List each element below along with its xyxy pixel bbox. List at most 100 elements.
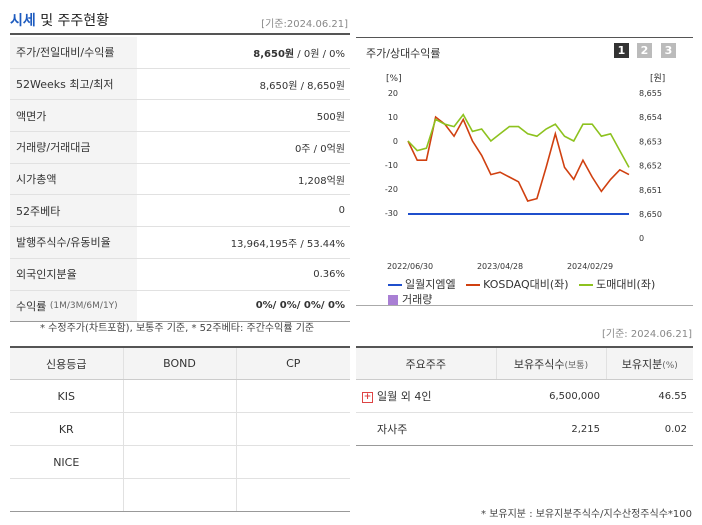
left-unit-label: [%] (386, 74, 402, 84)
info-label: 거래량/거래대금 (10, 132, 137, 163)
info-label: 주가/전일대비/수익률 (10, 37, 137, 68)
y-tick-label-right: 8,655 (639, 89, 662, 98)
info-label: 액면가 (10, 100, 137, 132)
legend-label: 거래량 (402, 293, 433, 306)
cp-cell (236, 412, 350, 446)
chart-page-3-button[interactable]: 3 (661, 43, 676, 58)
cp-cell (236, 478, 350, 512)
info-value: 0 (338, 205, 345, 217)
stake-cell: 46.55 (606, 379, 693, 413)
y-tick-label-right: 8,652 (639, 162, 662, 171)
x-tick-label: 2024/02/29 (567, 262, 613, 271)
info-label: 외국인지분율 (10, 258, 137, 290)
series-line-s3 (407, 113, 630, 168)
footnote-left: * 수정주가(차트포함), 보통주 기준, * 52주베타: 주간수익률 기준 (40, 323, 315, 334)
info-value: 13,964,195주 / 53.44% (230, 238, 345, 250)
bond-cell (123, 445, 237, 479)
info-row-52weeks: 52Weeks 최고/최저 8,650원 / 8,650원 (10, 68, 350, 101)
legend-swatch (579, 284, 594, 286)
table-row: 자사주 2,215 0.02 (356, 412, 693, 446)
column-header: CP (236, 346, 350, 380)
base-date: [기준:2024.06.21] (261, 19, 348, 30)
legend-label: 도매대비(좌) (596, 278, 656, 291)
title-sub: 및 주주현황 (35, 13, 110, 29)
divider (356, 305, 693, 306)
table-row: KR (10, 412, 350, 446)
page-title: 시세 및 주주현황 (10, 10, 109, 30)
agency-cell: KR (10, 412, 124, 446)
relative-return-chart: [%] [원] 20 10 0 -10 -20 -30 8,655 8,654 8,653 8,652… (385, 73, 665, 271)
chart-page-1-button[interactable]: 1 (614, 43, 629, 58)
agency-cell (10, 478, 124, 512)
legend-swatch (388, 295, 398, 305)
shares-cell: 6,500,000 (496, 379, 606, 413)
info-value: 0주 / 0억원 (294, 143, 345, 155)
y-tick-label-left: -10 (385, 161, 398, 170)
table-row: NICE (10, 445, 350, 479)
column-header: BOND (123, 346, 237, 380)
info-row-foreign: 외국인지분율 0.36% (10, 258, 350, 291)
table-header-row: 주요주주 보유주식수(보통) 보유지분(%) (356, 346, 693, 380)
legend-item-s4[interactable]: 거래량 (388, 293, 432, 306)
legend-item-s3[interactable]: 도매대비(좌) (579, 278, 655, 291)
bond-cell (123, 412, 237, 446)
info-label: 발행주식수/유동비율 (10, 227, 137, 258)
divider (10, 33, 350, 35)
info-label: 52주베타 (10, 195, 137, 227)
info-row-return: 수익률 (1M/3M/6M/1Y) 0%/ 0%/ 0%/ 0% (10, 290, 350, 323)
expand-plus-icon[interactable]: + (362, 391, 373, 403)
table-row: KIS (10, 379, 350, 413)
legend-item-s1[interactable]: 일월지엠엘 (388, 278, 456, 291)
column-header: 보유지분(%) (606, 346, 693, 380)
info-value: 0.36% (313, 268, 345, 280)
legend-swatch (466, 284, 481, 286)
divider (356, 37, 693, 38)
y-tick-label-left: 20 (388, 89, 398, 98)
holder-name-cell: + 일월 외 4인 (356, 379, 496, 413)
info-row-market-cap: 시가총액 1,208억원 (10, 163, 350, 196)
y-tick-label-left: 0 (393, 137, 398, 146)
y-tick-label-right: 0 (639, 234, 644, 243)
x-tick-label: 2022/06/30 (387, 262, 433, 271)
y-tick-label-right: 8,651 (639, 186, 662, 195)
legend-label: 일월지엠엘 (405, 278, 456, 291)
info-label: 수익률 (1M/3M/6M/1Y) (10, 290, 137, 322)
title-main: 시세 (10, 13, 36, 29)
chart-legend: 일월지엠엘 KOSDAQ대비(좌) 도매대비(좌) 거래량 (388, 277, 688, 307)
y-tick-label-left: -30 (385, 209, 398, 218)
base-date-right: [기준: 2024.06.21] (601, 329, 692, 340)
bond-cell (123, 478, 237, 512)
credit-rating-table: 신용등급 BOND CP KIS KR NICE (10, 346, 350, 512)
legend-label: KOSDAQ대비(좌) (483, 278, 569, 291)
price-info-table: 주가/전일대비/수익률 8,650원 / 0원 / 0% 52Weeks 최고/… (10, 37, 350, 323)
shareholders-table: 주요주주 보유주식수(보통) 보유지분(%) + 일월 외 4인 6,500,00… (356, 346, 693, 446)
legend-item-s2[interactable]: KOSDAQ대비(좌) (466, 278, 569, 291)
info-row-volume: 거래량/거래대금 0주 / 0억원 (10, 132, 350, 164)
info-label: 52Weeks 최고/최저 (10, 68, 137, 100)
y-tick-label-left: 10 (388, 113, 398, 122)
agency-cell: NICE (10, 445, 124, 479)
y-tick-label-right: 8,653 (639, 137, 662, 146)
info-value: 1,208억원 (297, 175, 345, 187)
info-value: 0%/ 0%/ 0%/ 0% (255, 300, 345, 312)
y-tick-label-left: -20 (385, 185, 398, 194)
column-header: 보유주식수(보통) (496, 346, 607, 380)
shares-cell: 2,215 (496, 412, 606, 446)
stake-cell: 0.02 (606, 412, 693, 446)
info-value: 8,650원 / 8,650원 (259, 80, 345, 92)
footnote-right: * 보유지분 : 보유지분주식수/지수산정주식수*100 (481, 509, 692, 520)
x-tick-label: 2023/04/28 (477, 262, 523, 271)
y-tick-label-right: 8,650 (639, 210, 662, 219)
legend-swatch (388, 284, 402, 286)
info-value: 500원 (316, 112, 345, 124)
table-row (10, 478, 350, 512)
info-row-par-value: 액면가 500원 (10, 100, 350, 133)
chart-page-2-button[interactable]: 2 (637, 43, 652, 58)
y-tick-label-right: 8,654 (639, 113, 662, 122)
info-label: 시가총액 (10, 163, 137, 195)
holder-name-cell: 자사주 (356, 412, 496, 446)
bond-cell (123, 379, 237, 413)
table-header-row: 신용등급 BOND CP (10, 346, 350, 380)
right-unit-label: [원] (650, 73, 665, 84)
info-row-shares: 발행주식수/유동비율 13,964,195주 / 53.44% (10, 227, 350, 259)
